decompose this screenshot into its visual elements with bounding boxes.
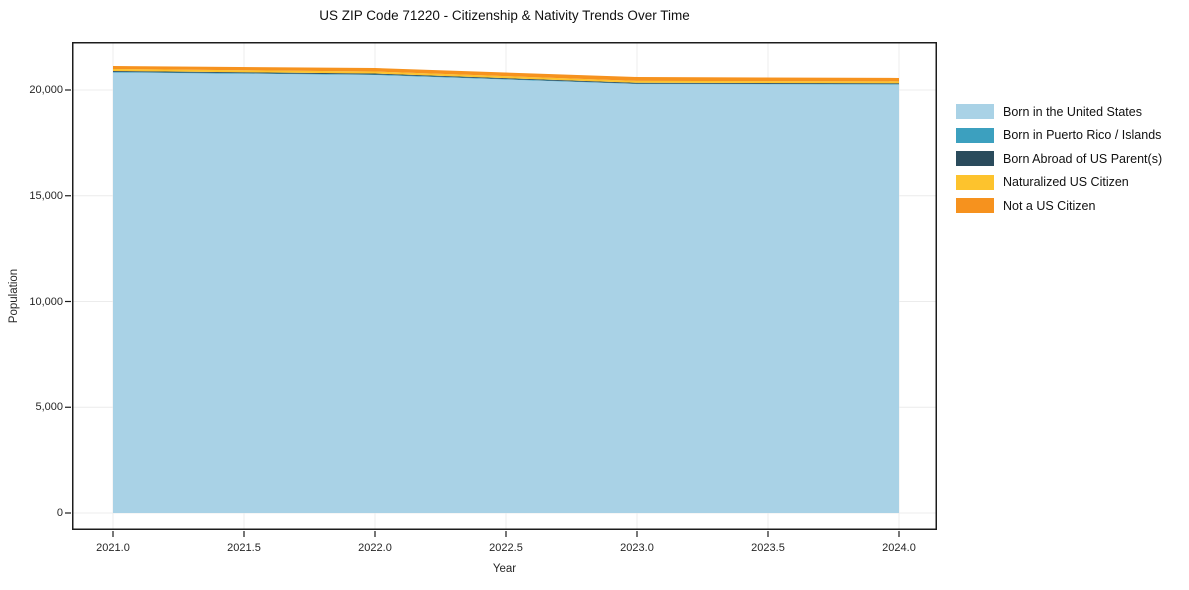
chart-title: US ZIP Code 71220 - Citizenship & Nativi…: [319, 8, 690, 23]
legend-label: Naturalized US Citizen: [1003, 175, 1129, 189]
y-tick-label: 10,000: [29, 295, 63, 308]
legend-swatch: [956, 127, 994, 143]
chart-legend: Born in the United States Born in Puerto …: [956, 104, 1162, 222]
x-tick-label: 2022.0: [358, 542, 392, 554]
legend-label: Born in the United States: [1003, 104, 1142, 119]
legend-item: Born in Puerto Rico / Islands: [956, 127, 1162, 143]
legend-swatch: [956, 198, 994, 213]
y-tick-label: 15,000: [29, 189, 63, 202]
legend-label: Not a US Citizen: [1003, 198, 1096, 213]
legend-item: Born in the United States: [956, 104, 1162, 119]
legend-item: Born Abroad of US Parent(s): [956, 151, 1162, 166]
legend-swatch: [956, 104, 994, 119]
y-tick-label: 5,000: [35, 401, 63, 414]
y-tick-label: 20,000: [29, 84, 63, 96]
legend-label: Born in Puerto Rico / Islands: [1003, 128, 1162, 142]
x-tick-label: 2022.5: [489, 542, 523, 554]
legend-label: Born Abroad of US Parent(s): [1003, 151, 1163, 166]
legend-swatch: [956, 151, 994, 166]
x-tick-label: 2023.5: [751, 542, 785, 554]
legend-swatch: [956, 174, 994, 190]
legend-item: Not a US Citizen: [956, 198, 1162, 213]
x-tick-label: 2023.0: [620, 542, 654, 554]
x-tick-label: 2021.0: [96, 542, 130, 554]
x-tick-label: 2024.0: [882, 542, 916, 554]
legend-item: Naturalized US Citizen: [956, 174, 1162, 190]
x-tick-label: 2021.5: [227, 542, 261, 554]
x-axis-title: Year: [492, 563, 517, 575]
y-tick-label: 0: [56, 507, 63, 519]
